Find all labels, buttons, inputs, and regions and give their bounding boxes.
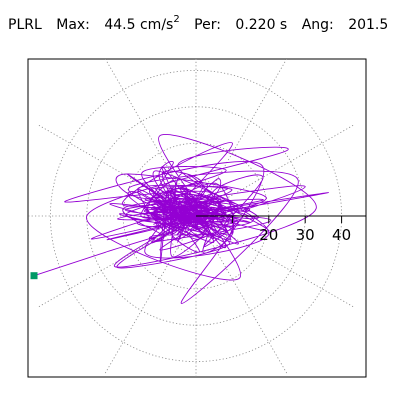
angle-value: 201.5: [348, 17, 389, 33]
radial-axis: 20 30 40: [196, 215, 366, 244]
station-code: PLRL: [8, 17, 42, 33]
period-label: Per:: [194, 17, 221, 33]
trace-path: [33, 134, 329, 304]
max-marker-square: [30, 272, 38, 280]
radial-tick-label-20: 20: [259, 226, 278, 244]
period-value: 0.220 s: [235, 17, 288, 33]
max-value: 44.5 cm/s: [104, 17, 174, 33]
motion-trace: [33, 134, 329, 304]
radial-tick-label-40: 40: [332, 226, 351, 244]
max-label: Max:: [56, 17, 90, 33]
angle-label: Ang:: [301, 17, 334, 33]
max-amplitude-marker: [30, 272, 38, 280]
radial-tick-label-30: 30: [296, 226, 315, 244]
grid-spoke-240: [104, 215, 197, 374]
plot-header: PLRL Max: 44.5 cm/s2 Per: 0.220 s Ang: 2…: [8, 14, 388, 36]
plot-frame: [27, 58, 367, 378]
max-unit-exponent: 2: [173, 14, 180, 25]
